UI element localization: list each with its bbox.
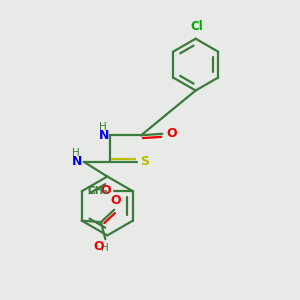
Text: H: H: [99, 122, 107, 132]
Text: H: H: [73, 148, 80, 158]
Text: O: O: [101, 184, 111, 197]
Text: N: N: [98, 129, 109, 142]
Text: O: O: [93, 240, 104, 253]
Text: O: O: [166, 127, 176, 140]
Text: O: O: [110, 194, 121, 207]
Text: H: H: [101, 243, 109, 253]
Text: N: N: [72, 155, 82, 168]
Text: Cl: Cl: [191, 20, 203, 33]
Text: CH₃: CH₃: [88, 186, 109, 196]
Text: S: S: [141, 155, 150, 168]
